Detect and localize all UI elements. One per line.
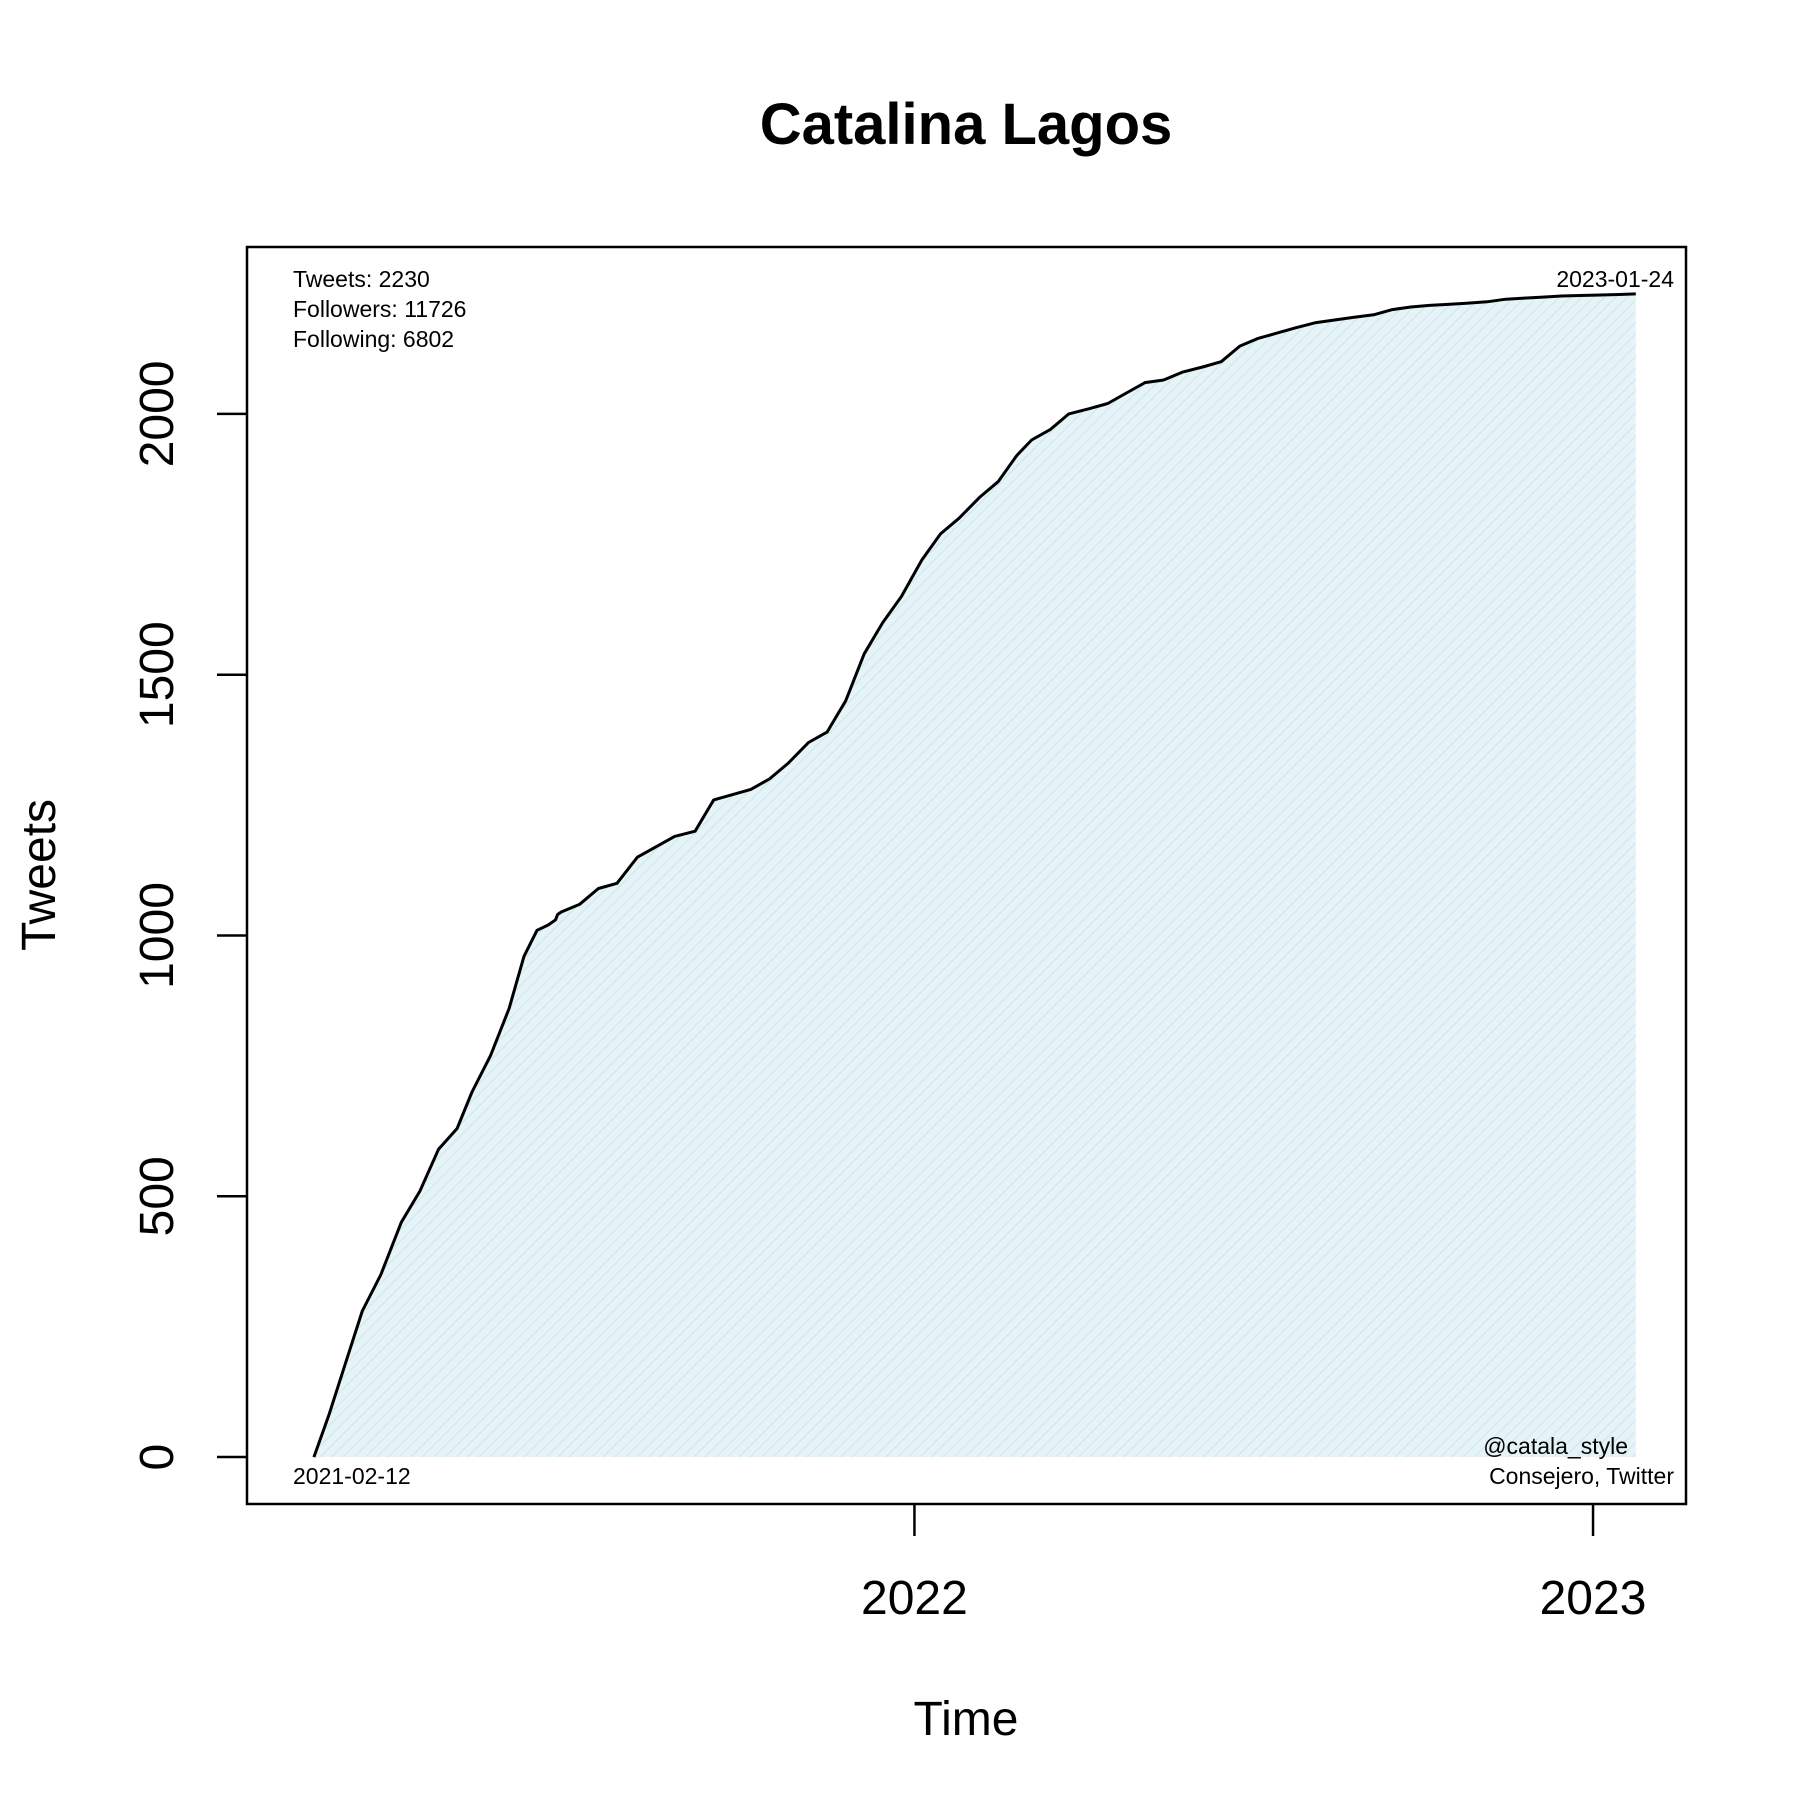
y-axis: 0 500 1000 1500 2000 [131,361,247,1471]
following-count: Following: 6802 [293,326,454,352]
y-tick-label: 500 [131,1156,184,1236]
account-description: Consejero, Twitter [1489,1463,1674,1489]
plot-frame [245,245,1688,1506]
stats-annotation: Tweets: 2230 Followers: 11726 Following:… [293,266,466,352]
y-tick-label: 1000 [131,882,184,989]
tweets-count: Tweets: 2230 [293,266,430,292]
series-area-fill [313,293,1636,1458]
account-annotation: @catala_style Consejero, Twitter [1483,1433,1674,1489]
end-date-label: 2023-01-24 [1556,266,1674,292]
x-tick-label: 2023 [1540,1572,1647,1625]
start-date-label: 2021-02-12 [293,1463,411,1489]
y-tick-label: 1500 [131,621,184,728]
plot-area [312,292,1636,1458]
y-tick-label: 0 [131,1444,184,1471]
y-tick-label: 2000 [131,361,184,468]
x-tick-label: 2022 [861,1572,968,1625]
x-axis: 2022 2023 [861,1504,1646,1625]
series-line [312,292,1636,1458]
chart-title: Catalina Lagos [760,92,1173,157]
account-handle: @catala_style [1483,1433,1628,1459]
y-axis-title: Tweets [13,799,66,951]
followers-count: Followers: 11726 [293,296,466,322]
x-axis-title: Time [914,1693,1019,1746]
